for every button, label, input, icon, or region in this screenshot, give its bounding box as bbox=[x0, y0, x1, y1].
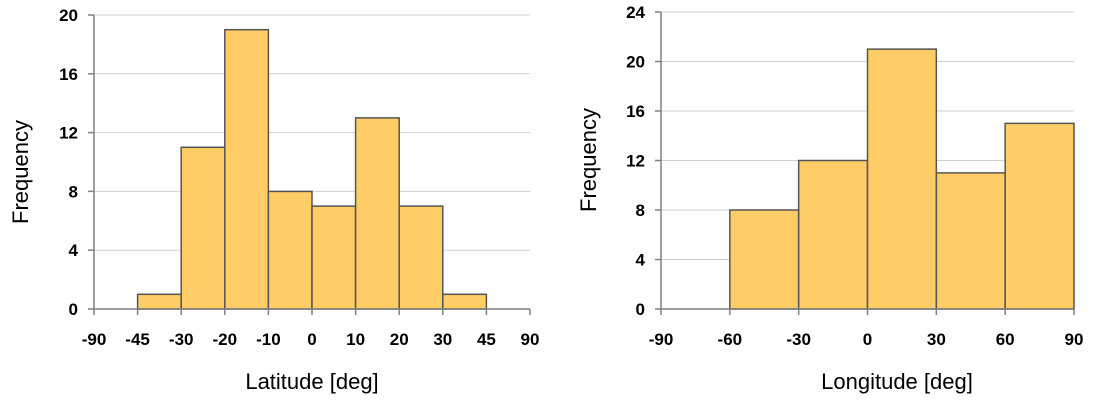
longitude-y-tick-label: 4 bbox=[636, 251, 646, 270]
latitude-y-axis-title: Frequency bbox=[8, 120, 33, 224]
latitude-y-tick-label: 4 bbox=[69, 241, 79, 260]
latitude-x-tick-label: 20 bbox=[390, 330, 409, 349]
longitude-x-tick-label: -30 bbox=[786, 330, 811, 349]
latitude-x-tick-label: -45 bbox=[125, 330, 150, 349]
longitude-y-tick-label: 0 bbox=[636, 300, 645, 319]
longitude-x-axis-title: Longitude [deg] bbox=[821, 369, 973, 394]
longitude-bar bbox=[935, 172, 1006, 310]
latitude-x-tick-label: 30 bbox=[433, 330, 452, 349]
latitude-bar bbox=[442, 293, 488, 310]
latitude-bar bbox=[398, 205, 444, 310]
latitude-bar bbox=[311, 205, 357, 310]
longitude-x-tick-label: -60 bbox=[718, 330, 743, 349]
latitude-x-tick-label: 0 bbox=[307, 330, 316, 349]
latitude-y-tick-label: 0 bbox=[69, 300, 78, 319]
latitude-x-axis-title: Latitude [deg] bbox=[245, 369, 378, 394]
latitude-x-tick-label: 45 bbox=[477, 330, 496, 349]
latitude-bar bbox=[267, 190, 313, 310]
longitude-y-tick-label: 12 bbox=[626, 152, 645, 171]
latitude-bar bbox=[224, 28, 270, 310]
longitude-y-tick-label: 8 bbox=[636, 201, 645, 220]
latitude-bar bbox=[136, 293, 182, 310]
latitude-y-tick-label: 12 bbox=[59, 124, 78, 143]
latitude-y-tick-label: 16 bbox=[59, 65, 78, 84]
latitude-x-tick-label: -90 bbox=[82, 330, 107, 349]
longitude-x-tick-label: 30 bbox=[927, 330, 946, 349]
latitude-y-tick-label: 20 bbox=[59, 6, 78, 25]
latitude-x-tick-label: -30 bbox=[169, 330, 194, 349]
longitude-bar bbox=[1004, 122, 1075, 310]
longitude-y-tick-label: 20 bbox=[626, 53, 645, 72]
latitude-x-tick-label: 10 bbox=[346, 330, 365, 349]
latitude-x-tick-label: -10 bbox=[256, 330, 281, 349]
latitude-bar bbox=[354, 117, 400, 310]
longitude-x-tick-label: 90 bbox=[1065, 330, 1084, 349]
longitude-x-tick-label: -90 bbox=[649, 330, 674, 349]
longitude-y-tick-label: 24 bbox=[626, 3, 645, 22]
longitude-bar bbox=[729, 209, 800, 310]
longitude-x-tick-label: 0 bbox=[863, 330, 872, 349]
latitude-y-tick-label: 8 bbox=[69, 182, 78, 201]
longitude-y-tick-label: 16 bbox=[626, 102, 645, 121]
longitude-x-tick-label: 60 bbox=[996, 330, 1015, 349]
latitude-x-tick-label: 90 bbox=[521, 330, 540, 349]
longitude-bar bbox=[866, 48, 938, 310]
longitude-histogram: 0 4 8 12 16 20 24 -90 -60 -30 0 30 60 90 Frequency Long… bbox=[576, 3, 1084, 394]
latitude-histogram: 0 4 8 12 16 20 -90 -45 -30 -20 -10 0 10 20 30 45 90 Frequ… bbox=[8, 6, 540, 394]
longitude-y-axis-title: Frequency bbox=[576, 108, 601, 212]
latitude-bar bbox=[180, 146, 226, 310]
latitude-x-tick-label: -20 bbox=[213, 330, 238, 349]
longitude-bar bbox=[797, 159, 869, 310]
